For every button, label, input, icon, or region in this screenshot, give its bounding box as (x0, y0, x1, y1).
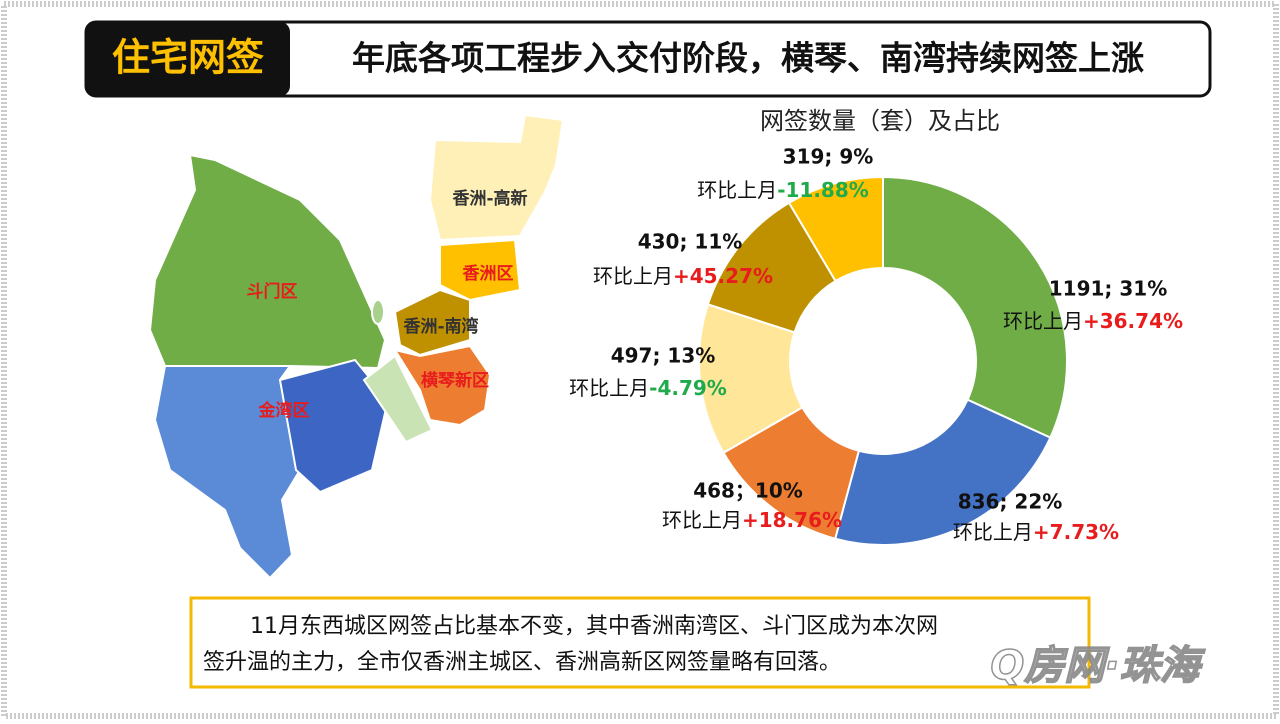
change-value: +36.74% (1083, 309, 1183, 333)
watermark: Q房网·珠海 (990, 643, 1205, 689)
donut-segment (833, 398, 1052, 546)
change-value: +18.76% (742, 508, 842, 532)
change-prefix: 环比上月 (953, 520, 1033, 544)
data-label: 836; 22% (958, 490, 1063, 514)
donut-segment (882, 175, 1068, 439)
change-label: 环比上月+45.27% (593, 264, 773, 288)
change-label: 环比上月+7.73% (953, 520, 1119, 544)
change-label: 环比上月-4.79% (569, 376, 727, 400)
change-prefix: 环比上月 (662, 508, 742, 532)
region-hengqin (392, 344, 492, 427)
footer-box (189, 596, 1091, 689)
footer-line: 11月东西城区网签占比基本不变，其中香洲南湾区、斗门区成为本次网 (250, 614, 938, 639)
footer-line: 签升温的主力，全市仅香洲主城区、香洲高新区网签量略有回落。 (203, 650, 841, 675)
header-title: 年底各项工程步入交付阶段，横琴、南湾持续网签上涨 (352, 39, 1144, 78)
change-prefix: 环比上月 (593, 264, 673, 288)
region-strip (362, 354, 434, 444)
change-prefix: 环比上月 (1003, 309, 1083, 333)
header-tag-box (86, 22, 290, 96)
change-value: -11.88% (777, 178, 869, 202)
region-label: 斗门区 (247, 281, 298, 302)
header-tag: 住宅网签 (112, 36, 264, 80)
change-prefix: 环比上月 (697, 178, 777, 202)
region-label: 香洲-南湾 (403, 316, 478, 337)
region-label: 香洲-高新 (452, 188, 527, 209)
change-value: -4.79% (649, 376, 727, 400)
region-nanwan (393, 288, 471, 357)
region-label: 横琴新区 (421, 370, 489, 391)
data-label: 497; 13% (611, 344, 716, 368)
change-value: +7.73% (1033, 520, 1119, 544)
change-value: +45.27% (673, 264, 773, 288)
change-label: 环比上月+36.74% (1003, 309, 1183, 333)
map (148, 113, 565, 580)
change-prefix: 环比上月 (569, 376, 649, 400)
data-label: 430; 11% (638, 230, 743, 254)
region-xiangzhou (439, 238, 522, 302)
donut-labels: 1191; 31%环比上月+36.74%836; 22%环比上月+7.73%46… (569, 145, 1183, 544)
data-label: 319; 9% (783, 145, 874, 169)
change-label: 环比上月+18.76% (662, 508, 842, 532)
island (371, 299, 385, 325)
chart-title: 网签数量（套）及占比 (760, 107, 1000, 135)
region-jinwan-west (153, 365, 302, 580)
region-label: 香洲区 (463, 264, 514, 284)
data-label: 1191; 31% (1049, 277, 1168, 301)
change-label: 环比上月-11.88% (697, 178, 869, 202)
donut-segment (787, 175, 884, 283)
region-jinwan-east (278, 358, 390, 494)
donut (698, 175, 1068, 546)
data-label: 468；10% (693, 479, 803, 503)
region-gaoxin (428, 113, 565, 242)
region-label: 金湾区 (258, 400, 310, 421)
